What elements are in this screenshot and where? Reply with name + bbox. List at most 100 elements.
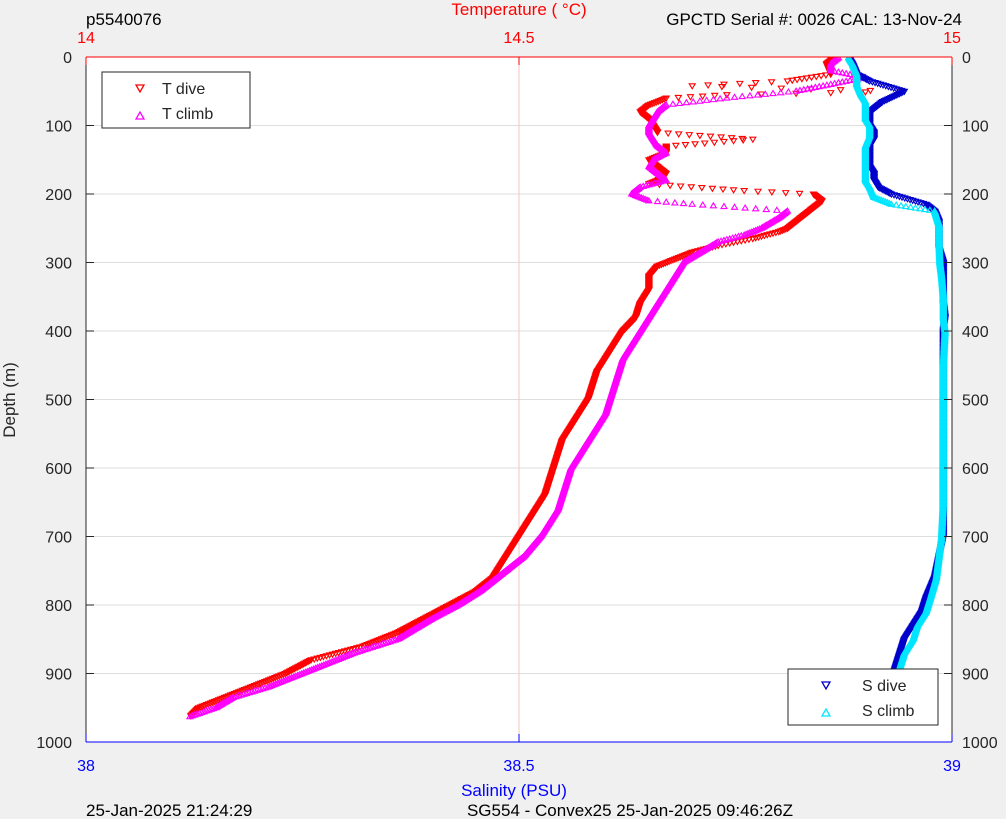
data-point [921,205,930,213]
data-point [719,138,728,146]
legend-s-dive-marker [820,681,832,691]
header-left-text: p5540076 [86,10,162,29]
y-tick-label-right: 600 [962,461,989,478]
data-point [383,638,392,646]
data-point [908,197,917,205]
data-point [906,203,915,210]
data-point [722,94,731,101]
data-point [363,644,372,652]
data-point [751,204,760,212]
data-point [795,190,804,198]
data-point [722,92,731,99]
depth-axis-label: Depth (m) [0,362,19,438]
legend-s-climb-label: S climb [862,703,915,720]
data-point [662,100,671,108]
data-point [914,199,922,206]
data-point [711,239,720,247]
data-point [740,188,749,195]
data-point [700,140,709,148]
y-tick-label-right: 400 [962,324,989,341]
legend-s-dive-label: S dive [862,678,907,695]
data-point [226,694,235,702]
data-point [653,129,662,137]
data-point [253,686,262,693]
data-point [873,80,882,88]
data-point [386,637,395,645]
data-point [861,89,870,97]
y-tick-label-right: 900 [962,667,989,684]
y-tick-label-left: 200 [45,187,72,204]
temperature-axis-label: Temperature ( °C) [451,0,586,19]
data-point [776,228,785,236]
data-point [231,692,240,700]
data-point [741,204,750,211]
data-point [862,76,871,84]
data-point [679,199,688,207]
legend-t-dive-marker [134,84,146,94]
data-point [889,85,898,93]
data-point [681,141,690,149]
data-point [871,80,880,87]
series-t-climb [185,57,870,720]
data-point [826,90,835,97]
data-point [865,78,874,86]
data-point [793,76,802,84]
data-point [674,131,683,138]
data-point [792,90,801,98]
y-tick-label-right: 700 [962,530,989,547]
data-point [670,198,679,206]
data-point [751,80,760,87]
data-point [890,192,899,199]
data-point [911,198,920,206]
data-point [879,82,888,89]
data-point [195,709,204,716]
data-point [365,644,374,651]
data-point [204,706,213,713]
salinity-axis-label: Salinity (PSU) [461,781,567,800]
y-tick-label-left: 400 [45,324,72,341]
header-right-text: GPCTD Serial #: 0026 CAL: 13-Nov-24 [666,10,962,29]
data-point [916,204,925,212]
y-tick-label-left: 900 [45,667,72,684]
data-point [685,132,694,139]
data-point [781,190,790,197]
data-point [360,645,369,653]
data-point [668,100,677,107]
legend-salinity-box [787,668,939,726]
data-point [688,200,697,207]
legend-t-climb-marker [134,110,146,120]
data-point [911,204,920,211]
data-point [717,84,726,91]
data-point [686,94,695,101]
data-point [812,73,821,81]
data-point [698,200,707,208]
y-tick-label-left: 500 [45,393,72,410]
data-point [892,200,901,208]
data-point [188,711,197,719]
data-point [237,691,246,698]
legend-t-climb-label: T climb [162,106,213,123]
temperature-tick-label: 15 [943,30,961,47]
data-point [193,710,201,717]
data-point [769,89,777,97]
data-point [702,96,711,103]
y-tick-label-left: 600 [45,461,72,478]
y-tick-label-right: 500 [962,393,989,410]
data-point [906,196,915,204]
data-point [710,139,719,147]
salinity-tick-label: 38.5 [503,758,534,775]
temperature-tick-label: 14.5 [503,30,534,47]
data-point [653,197,662,205]
data-point [821,72,830,79]
data-point [761,90,770,97]
data-point [719,186,727,194]
data-point [697,184,706,192]
data-point [876,81,885,89]
y-tick-label-left: 700 [45,530,72,547]
data-point [388,636,397,644]
data-point [350,648,359,656]
data-point [836,87,845,94]
legend-temperature: T dive T climb [101,71,251,129]
data-point [709,201,718,209]
